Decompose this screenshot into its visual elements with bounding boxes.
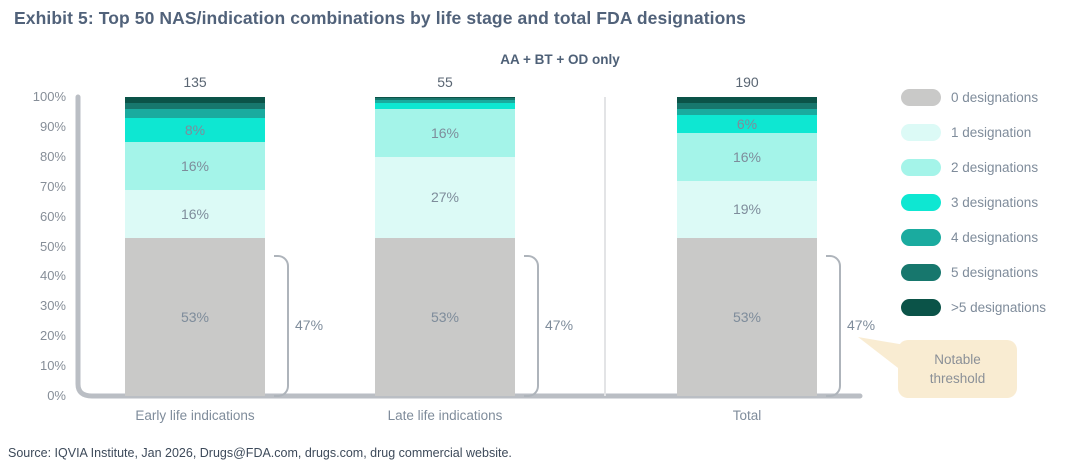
legend-swatch-2-designations	[901, 159, 941, 176]
bar-segment-1-designation: 16%	[125, 189, 265, 238]
segment-value-label: 16%	[180, 205, 210, 222]
bar-segment-4-designations	[125, 108, 265, 118]
bar-segment-2-designations: 16%	[677, 132, 817, 181]
segment-value-label: 16%	[180, 157, 210, 174]
bar-segment-2-designations: 16%	[125, 141, 265, 190]
bar-segment-0-designations: 53%	[677, 237, 817, 396]
x-axis-category-label: Late life indications	[387, 408, 503, 423]
legend-swatch-3-designations	[901, 194, 941, 211]
threshold-bracket	[524, 255, 539, 397]
bar-segment-3-designations	[375, 102, 515, 109]
segment-value-label: 16%	[430, 124, 460, 141]
bar-segment--5-designations	[125, 97, 265, 103]
threshold-percent-label: 47%	[545, 316, 574, 333]
y-axis-tick-label: 50%	[39, 238, 66, 254]
segment-value-label: 53%	[430, 308, 460, 325]
threshold-percent-label: 47%	[295, 316, 324, 333]
bar-total-label: 190	[735, 74, 759, 90]
bar-total-label: 135	[183, 74, 207, 90]
legend-label: 3 designations	[951, 195, 1039, 210]
y-axis-tick-label: 0%	[47, 388, 66, 403]
section-divider-line	[604, 97, 606, 396]
y-axis-tick-label: 10%	[39, 358, 66, 374]
page-title: Exhibit 5: Top 50 NAS/indication combina…	[14, 8, 747, 28]
legend-label: 2 designations	[951, 160, 1039, 175]
segment-value-label: 8%	[184, 121, 206, 138]
legend-label: >5 designations	[951, 300, 1046, 315]
threshold-bracket	[274, 255, 289, 397]
bar-segment-1-designation: 27%	[375, 156, 515, 238]
y-axis-tick-label: 90%	[39, 118, 66, 134]
y-axis-tick-label: 100%	[32, 89, 66, 104]
bar-segment-0-designations: 53%	[125, 237, 265, 396]
bar-segment-3-designations: 6%	[677, 114, 817, 133]
source-note: Source: IQVIA Institute, Jan 2026, Drugs…	[8, 446, 512, 460]
y-axis-tick-label: 40%	[39, 268, 66, 284]
bar-segment-5-designations	[677, 102, 817, 109]
bar-segment-1-designation: 19%	[677, 180, 817, 238]
chart-subtitle: AA + BT + OD only	[500, 52, 620, 67]
y-axis-tick-label: 60%	[39, 208, 66, 224]
bar-segment-4-designations	[375, 99, 515, 103]
legend-label: 5 designations	[951, 265, 1039, 280]
bar-segment-5-designations	[375, 98, 515, 100]
bar-segment-5-designations	[125, 102, 265, 109]
legend-label: 1 designation	[951, 125, 1032, 140]
bar-segment-2-designations: 16%	[375, 108, 515, 157]
legend-swatch-0-designations	[901, 89, 941, 106]
callout-tail	[858, 337, 902, 371]
legend-label: 4 designations	[951, 230, 1039, 245]
segment-value-label: 6%	[736, 115, 758, 132]
x-axis-category-label: Early life indications	[135, 408, 255, 423]
bar-segment--5-designations	[375, 97, 515, 99]
bar-total-label: 55	[437, 74, 453, 90]
y-axis-tick-label: 80%	[39, 148, 66, 164]
legend-swatch-5-designations	[901, 264, 941, 281]
bar-segment--5-designations	[677, 97, 817, 103]
bar-segment-0-designations: 53%	[375, 237, 515, 396]
y-axis-tick-label: 20%	[39, 328, 66, 344]
threshold-bracket	[826, 255, 841, 397]
threshold-percent-label: 47%	[847, 316, 876, 333]
segment-value-label: 16%	[732, 148, 762, 165]
segment-value-label: 53%	[180, 308, 210, 325]
legend-swatch--5-designations	[901, 299, 941, 316]
segment-value-label: 53%	[732, 308, 762, 325]
bar-segment-4-designations	[677, 108, 817, 115]
legend-swatch-1-designation	[901, 124, 941, 141]
y-axis-tick-label: 70%	[39, 178, 66, 194]
x-axis-category-label: Total	[732, 408, 762, 423]
segment-value-label: 19%	[732, 201, 762, 218]
legend-label: 0 designations	[951, 90, 1039, 105]
bar-segment-3-designations: 8%	[125, 117, 265, 142]
legend-swatch-4-designations	[901, 229, 941, 246]
callout-text-line2: threshold	[929, 371, 986, 386]
notable-threshold-callout: Notable threshold	[898, 340, 1017, 398]
segment-value-label: 27%	[430, 189, 460, 206]
y-axis-tick-label: 30%	[39, 298, 66, 314]
callout-text-line1: Notable	[934, 352, 981, 367]
